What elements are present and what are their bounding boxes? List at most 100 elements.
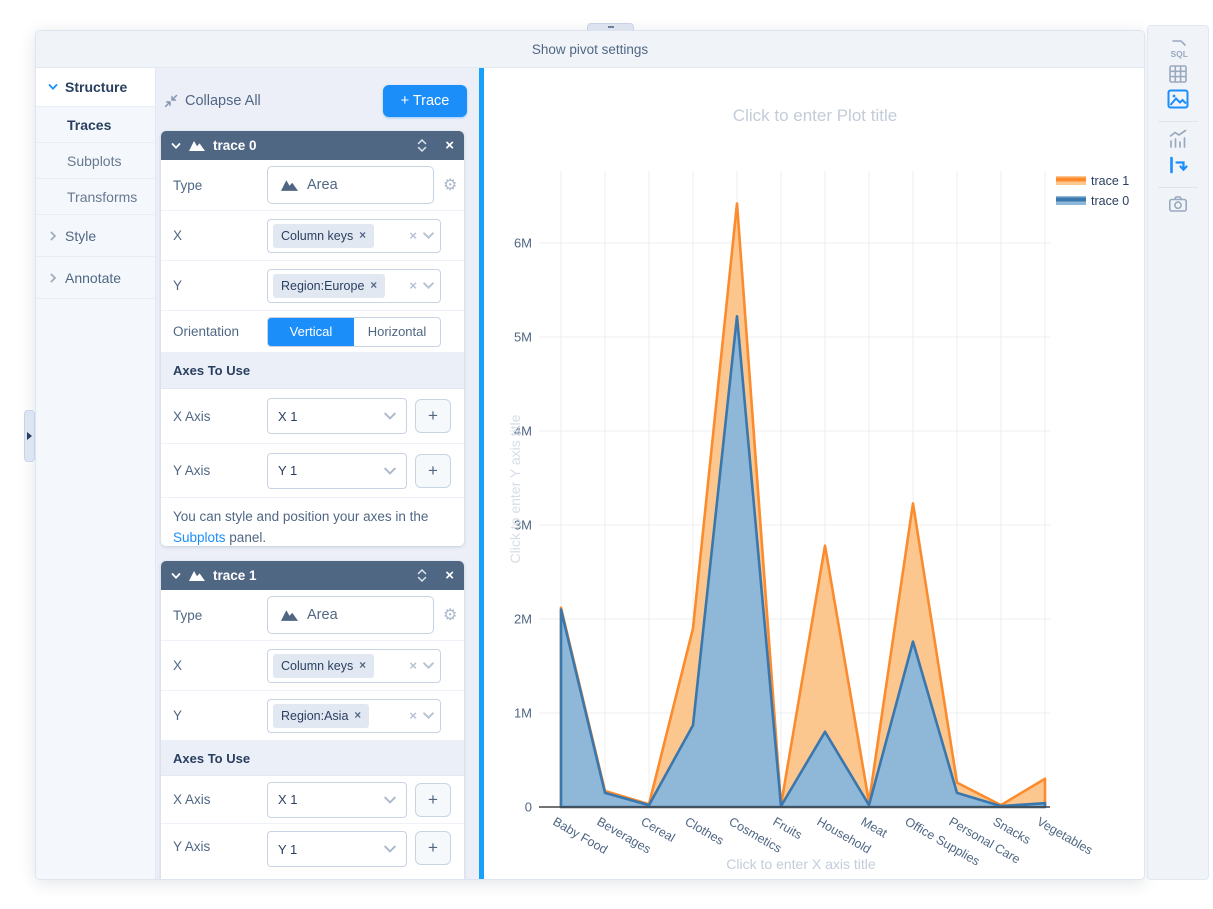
axes-to-use-header: Axes To Use bbox=[161, 741, 464, 776]
selected-chip[interactable]: Column keys × bbox=[273, 223, 374, 248]
add-y-axis-button[interactable]: + bbox=[415, 831, 451, 865]
plot-title-placeholder[interactable]: Click to enter Plot title bbox=[733, 106, 897, 125]
trace-0-fold-header[interactable]: trace 0 × bbox=[161, 131, 464, 160]
pivot-flow-icon[interactable] bbox=[1167, 154, 1189, 176]
axes-note: You can style and position your axes in … bbox=[161, 498, 464, 546]
trace-type-value: Area bbox=[307, 177, 338, 193]
show-pivot-settings-toggle[interactable]: Show pivot settings bbox=[531, 41, 649, 57]
pivot-drawer-tab[interactable] bbox=[587, 23, 634, 31]
field-label: Y bbox=[173, 278, 183, 293]
chevron-down-icon[interactable] bbox=[423, 712, 434, 719]
pivot-settings-bar: Show pivot settings bbox=[36, 31, 1144, 68]
reorder-trace-icon[interactable] bbox=[417, 569, 427, 582]
area-trace-0 bbox=[559, 315, 1047, 809]
reorder-trace-icon[interactable] bbox=[417, 139, 427, 152]
field-label: Type bbox=[173, 607, 203, 623]
field-label: Y Axis bbox=[173, 839, 211, 854]
data-table-icon[interactable] bbox=[1167, 63, 1189, 85]
y-tick-label: 0 bbox=[525, 800, 532, 815]
sidebar-item-label: Annotate bbox=[65, 269, 122, 286]
axes-to-use-header: Axes To Use bbox=[161, 353, 464, 389]
chip-label: Region:Asia bbox=[281, 708, 349, 723]
chevron-down-icon bbox=[171, 142, 181, 150]
remove-chip-icon[interactable]: × bbox=[354, 709, 362, 722]
field-label: Y Axis bbox=[173, 463, 211, 478]
collapse-all-icon bbox=[164, 94, 178, 108]
chip-label: Column keys bbox=[281, 228, 354, 243]
area-trace-1 bbox=[559, 202, 1047, 809]
add-y-axis-button[interactable]: + bbox=[415, 453, 451, 488]
sidebar-item-structure[interactable]: Structure bbox=[36, 68, 155, 107]
trace-type-selector[interactable]: Area bbox=[267, 166, 434, 204]
type-row: Type Area ⚙ bbox=[161, 160, 464, 211]
toolbar-divider bbox=[1158, 121, 1198, 122]
close-trace-icon[interactable]: × bbox=[445, 137, 454, 154]
chevron-down-icon[interactable] bbox=[423, 232, 434, 239]
field-label: Type bbox=[173, 177, 203, 193]
chevron-down-icon[interactable] bbox=[423, 662, 434, 669]
x-data-select[interactable]: Column keys × × bbox=[267, 218, 441, 253]
remove-chip-icon[interactable]: × bbox=[370, 279, 378, 292]
trace-1-fold-header[interactable]: trace 1 × bbox=[161, 561, 464, 590]
remove-chip-icon[interactable]: × bbox=[359, 229, 366, 242]
orientation-vertical-option[interactable]: Vertical bbox=[268, 317, 354, 346]
legend-label[interactable]: trace 0 bbox=[1091, 194, 1129, 208]
x-data-select[interactable]: Column keys × × bbox=[267, 648, 441, 683]
chevron-right-icon bbox=[48, 231, 58, 241]
sidebar: Structure Traces Subplots Transforms Sty… bbox=[36, 68, 156, 879]
selected-chip[interactable]: Column keys × bbox=[273, 653, 374, 678]
selected-chip[interactable]: Region:Asia × bbox=[273, 703, 370, 728]
sidebar-item-subplots[interactable]: Subplots bbox=[36, 143, 155, 179]
remove-chip-icon[interactable]: × bbox=[359, 659, 366, 672]
y-axis-row: Y Axis Y 1 + bbox=[161, 824, 464, 879]
clear-select-icon[interactable]: × bbox=[409, 708, 417, 723]
y-axis-select[interactable]: Y 1 bbox=[267, 831, 407, 867]
y-axis-title-placeholder[interactable]: Click to enter Y axis title bbox=[507, 414, 523, 563]
sql-icon[interactable]: SQL bbox=[1166, 37, 1190, 61]
x-axis-select[interactable]: X 1 bbox=[267, 398, 407, 434]
selected-chip[interactable]: Region:Europe × bbox=[273, 273, 386, 298]
sidebar-item-traces[interactable]: Traces bbox=[36, 107, 155, 143]
camera-icon[interactable] bbox=[1167, 193, 1189, 215]
y-tick-label: 2M bbox=[514, 612, 532, 627]
left-drawer-handle[interactable] bbox=[24, 410, 35, 462]
chart-stats-icon[interactable] bbox=[1167, 128, 1189, 150]
clear-select-icon[interactable]: × bbox=[409, 228, 417, 243]
x-tick-label: Meat bbox=[859, 814, 891, 840]
gear-icon[interactable]: ⚙ bbox=[443, 177, 458, 194]
clear-select-icon[interactable]: × bbox=[409, 658, 417, 673]
y-row: Y Region:Europe × × bbox=[161, 261, 464, 311]
y-data-select[interactable]: Region:Asia × × bbox=[267, 698, 441, 733]
sidebar-item-label: Transforms bbox=[67, 188, 138, 205]
add-trace-button[interactable]: + Trace bbox=[383, 85, 467, 117]
x-row: X Column keys × × bbox=[161, 641, 464, 691]
add-x-axis-button[interactable]: + bbox=[415, 782, 451, 817]
field-label: Orientation bbox=[173, 324, 240, 339]
chevron-right-icon bbox=[48, 273, 58, 283]
panel-header: Collapse All + Trace bbox=[164, 84, 467, 118]
legend-label[interactable]: trace 1 bbox=[1091, 174, 1129, 188]
close-trace-icon[interactable]: × bbox=[445, 567, 454, 584]
chart-image-icon[interactable] bbox=[1166, 87, 1190, 111]
collapse-all-button[interactable]: Collapse All bbox=[164, 93, 261, 109]
trace-type-selector[interactable]: Area bbox=[267, 596, 434, 634]
x-axis-select[interactable]: X 1 bbox=[267, 781, 407, 818]
y-axis-select[interactable]: Y 1 bbox=[267, 452, 407, 489]
add-x-axis-button[interactable]: + bbox=[415, 399, 451, 433]
subplots-link[interactable]: Subplots bbox=[173, 529, 226, 545]
chevron-down-icon[interactable] bbox=[423, 282, 434, 289]
panel-resize-divider[interactable] bbox=[479, 68, 484, 879]
sidebar-item-label: Structure bbox=[65, 79, 128, 95]
clear-select-icon[interactable]: × bbox=[409, 278, 417, 293]
chevron-down-icon bbox=[384, 467, 396, 475]
y-data-select[interactable]: Region:Europe × × bbox=[267, 268, 441, 303]
x-tick-label: Vegetables bbox=[1035, 814, 1096, 857]
sidebar-item-annotate[interactable]: Annotate bbox=[36, 257, 155, 299]
sidebar-item-transforms[interactable]: Transforms bbox=[36, 179, 155, 215]
orientation-horizontal-option[interactable]: Horizontal bbox=[367, 324, 427, 339]
gear-icon[interactable]: ⚙ bbox=[443, 607, 458, 624]
x-axis-title-placeholder[interactable]: Click to enter X axis title bbox=[726, 856, 876, 872]
editor-panel: Show pivot settings Structure Traces Sub… bbox=[35, 30, 1145, 880]
sidebar-item-style[interactable]: Style bbox=[36, 215, 155, 257]
